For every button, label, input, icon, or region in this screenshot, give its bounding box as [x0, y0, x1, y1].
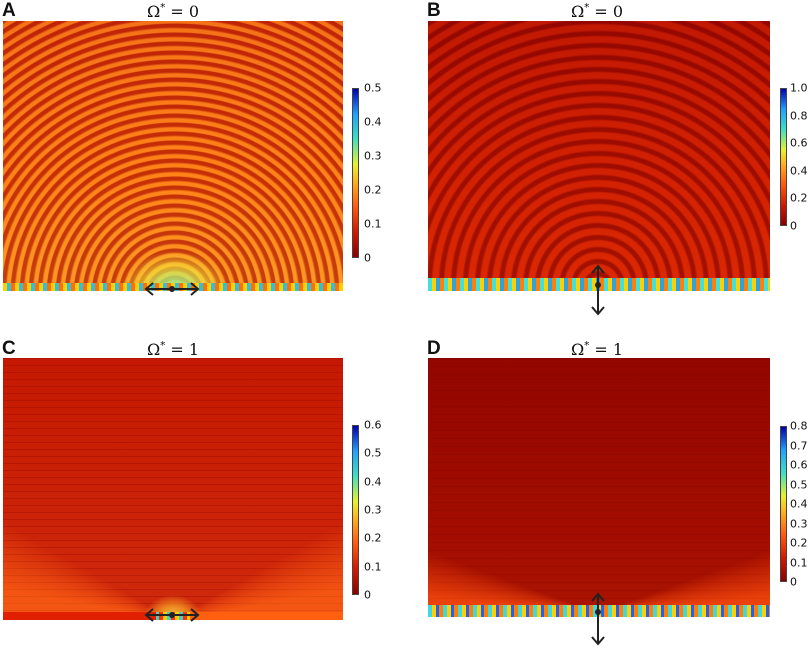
- colorbar-tick: 0.4: [364, 115, 382, 129]
- colorbar: [352, 88, 359, 258]
- colorbar-tick: 0.4: [790, 497, 808, 511]
- colorbar: [780, 88, 787, 226]
- colorbar-tick: 0.5: [364, 446, 382, 460]
- colorbar-tick: 0.6: [364, 418, 382, 432]
- wave-field-map: [3, 21, 343, 291]
- panel-d: D Ω* = 1 0.8 0.7 0.6 0.5 0.4 0.3 0.2 0.1…: [405, 328, 809, 655]
- colorbar-tick: 0: [364, 251, 371, 265]
- excitation-arrow-horizontal: [144, 282, 200, 296]
- panel-letter: C: [2, 338, 16, 359]
- panel-letter: D: [427, 338, 441, 359]
- colorbar: [352, 425, 359, 595]
- omega-superscript: *: [584, 340, 590, 352]
- colorbar-tick: 0.8: [790, 109, 808, 123]
- colorbar-tick: 0.2: [364, 531, 382, 545]
- colorbar-tick: 0.4: [364, 475, 382, 489]
- colorbar-tick: 0.3: [364, 503, 382, 517]
- wave-field-map: [428, 21, 770, 283]
- omega-value: = 0: [165, 2, 200, 21]
- colorbar-tick: 0.1: [364, 217, 382, 231]
- colorbar-tick: 0.6: [790, 136, 808, 150]
- colorbar: [780, 426, 787, 582]
- omega-symbol: Ω: [570, 2, 585, 21]
- panel-a: A Ω* = 0 0.5 0.4 0.3 0.2 0.1 0: [0, 0, 405, 327]
- colorbar-tick: 0.4: [790, 164, 808, 178]
- panel-letter: A: [2, 0, 16, 21]
- panel-c: C Ω* = 1 0.6 0.5 0.4 0.3 0.2 0.1 0: [0, 328, 405, 655]
- colorbar-tick: 0.1: [790, 556, 808, 569]
- colorbar-tick: 0: [790, 575, 797, 589]
- panel-title: Ω* = 0: [497, 2, 697, 21]
- omega-value: = 1: [165, 340, 200, 359]
- colorbar-tick: 0.1: [364, 560, 382, 574]
- panel-title: Ω* = 1: [497, 340, 697, 359]
- colorbar-tick: 0.7: [790, 439, 808, 452]
- excitation-arrow-horizontal: [144, 608, 200, 622]
- wave-field-map: [428, 358, 770, 613]
- colorbar-tick: 0: [790, 219, 797, 233]
- omega-symbol: Ω: [146, 2, 161, 21]
- colorbar-tick: 0.3: [790, 517, 808, 530]
- colorbar-tick: 0.5: [364, 81, 382, 95]
- omega-superscript: *: [584, 2, 590, 14]
- omega-symbol: Ω: [570, 340, 585, 359]
- colorbar-tick: 0.8: [790, 419, 808, 433]
- panel-title: Ω* = 0: [73, 2, 273, 21]
- excitation-arrow-vertical: [591, 264, 605, 316]
- wave-field-map: [3, 358, 343, 620]
- colorbar-tick: 0.2: [790, 191, 808, 205]
- colorbar-tick: 0.2: [790, 536, 808, 550]
- colorbar-tick: 0.3: [364, 149, 382, 163]
- omega-value: = 0: [589, 2, 624, 21]
- colorbar-tick: 1.0: [790, 81, 808, 95]
- colorbar-tick: 0.6: [790, 458, 808, 472]
- colorbar-tick: 0.5: [790, 478, 808, 491]
- panel-letter: B: [427, 0, 441, 21]
- excitation-arrow-vertical: [591, 592, 605, 646]
- omega-value: = 1: [589, 340, 624, 359]
- panel-b: B Ω* = 0 1.0 0.8 0.6 0.4 0.2 0: [405, 0, 809, 327]
- colorbar-tick: 0.2: [364, 183, 382, 197]
- panel-title: Ω* = 1: [73, 340, 273, 359]
- omega-superscript: *: [160, 2, 166, 14]
- omega-symbol: Ω: [146, 340, 161, 359]
- colorbar-tick: 0: [364, 588, 371, 602]
- omega-superscript: *: [160, 340, 166, 352]
